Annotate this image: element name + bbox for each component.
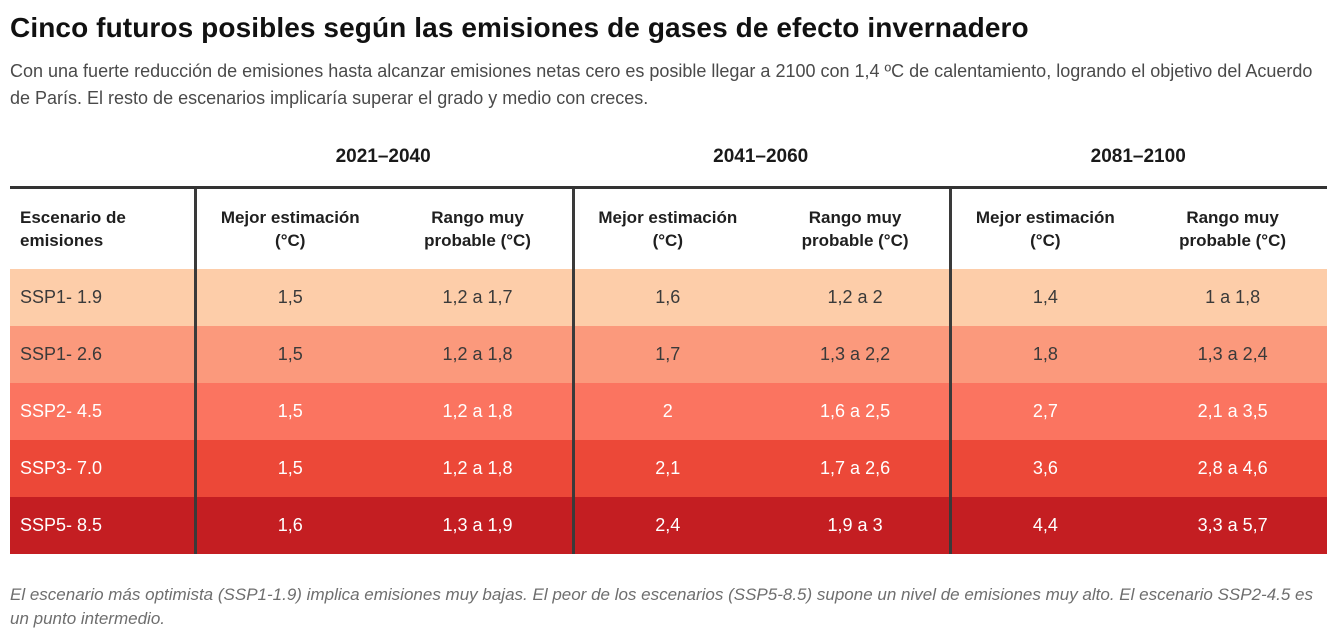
likely-range-value: 1 a 1,8 — [1205, 287, 1261, 307]
column-header-range-1: Rango muy probable (°C) — [424, 208, 531, 250]
best-estimate-value: 1,5 — [194, 326, 383, 383]
scenario-label: SSP2- 4.5 — [20, 401, 103, 421]
likely-range-value: 1,7 a 2,6 — [820, 458, 891, 478]
best-estimate-value: 1,5 — [194, 383, 383, 440]
best-estimate-value: 4,4 — [949, 497, 1138, 554]
column-header-best-3: Mejor estimación (°C) — [949, 189, 1138, 269]
likely-range-value: 1,3 a 2,4 — [1197, 344, 1268, 364]
table-row: SSP1- 2.6 1,5 1,2 a 1,8 1,7 1,3 a 2,2 1,8 1,3 … — [10, 326, 1327, 383]
best-estimate-value: 2,1 — [571, 440, 761, 497]
best-estimate-value: 2 — [571, 383, 761, 440]
column-header-best-2: Mejor estimación (°C) — [571, 189, 761, 269]
scenario-label: SSP1- 1.9 — [20, 287, 103, 307]
best-estimate-value: 1,5 — [194, 269, 383, 326]
footnote: El escenario más optimista (SSP1-1.9) im… — [10, 585, 1314, 628]
likely-range-value: 1,9 a 3 — [827, 515, 883, 535]
period-label-2081-2100: 2081–2100 — [1090, 146, 1186, 167]
likely-range-value: 3,3 a 5,7 — [1197, 515, 1268, 535]
best-estimate-value: 1,8 — [949, 326, 1138, 383]
best-estimate-value: 1,4 — [949, 269, 1138, 326]
likely-range-value: 1,2 a 1,8 — [442, 344, 513, 364]
likely-range-value: 1,2 a 1,7 — [442, 287, 513, 307]
table-row: SSP1- 1.9 1,5 1,2 a 1,7 1,6 1,2 a 2 1,4 1 a 1,… — [10, 269, 1327, 326]
table-body: SSP1- 1.9 1,5 1,2 a 1,7 1,6 1,2 a 2 1,4 1 a 1,… — [10, 269, 1327, 554]
best-estimate-value: 2,4 — [571, 497, 761, 554]
likely-range-value: 1,6 a 2,5 — [820, 401, 891, 421]
likely-range-value: 2,1 a 3,5 — [1197, 401, 1268, 421]
best-estimate-value: 1,6 — [571, 269, 761, 326]
scenario-label: SSP5- 8.5 — [20, 515, 103, 535]
column-header-range-3: Rango muy probable (°C) — [1179, 208, 1287, 250]
period-label-2021-2040: 2021–2040 — [335, 146, 431, 167]
best-estimate-value: 1,6 — [194, 497, 383, 554]
best-estimate-value: 1,5 — [194, 440, 383, 497]
likely-range-value: 1,3 a 1,9 — [442, 515, 513, 535]
column-header-scenario: Escenario de emisiones — [20, 208, 126, 250]
table-header-row: Escenario de emisiones Mejor estimación … — [10, 189, 1327, 269]
likely-range-value: 1,2 a 1,8 — [442, 458, 513, 478]
scenario-label: SSP3- 7.0 — [20, 458, 103, 478]
table-row: SSP5- 8.5 1,6 1,3 a 1,9 2,4 1,9 a 3 4,4 3,3 a … — [10, 497, 1327, 554]
likely-range-value: 1,2 a 1,8 — [442, 401, 513, 421]
period-header-row: 2021–2040 2041–2060 2081–2100 — [10, 143, 1327, 171]
likely-range-value: 2,8 a 4,6 — [1197, 458, 1268, 478]
subtitle: Con una fuerte reducción de emisiones ha… — [10, 61, 1313, 108]
scenarios-table: Escenario de emisiones Mejor estimación … — [10, 186, 1327, 554]
column-header-range-2: Rango muy probable (°C) — [801, 208, 909, 250]
period-label-2041-2060: 2041–2060 — [713, 146, 809, 167]
likely-range-value: 1,3 a 2,2 — [820, 344, 891, 364]
table-row: SSP3- 7.0 1,5 1,2 a 1,8 2,1 1,7 a 2,6 3,6 2,8 … — [10, 440, 1327, 497]
scenario-label: SSP1- 2.6 — [20, 344, 103, 364]
best-estimate-value: 2,7 — [949, 383, 1138, 440]
column-header-best-1: Mejor estimación (°C) — [194, 189, 383, 269]
best-estimate-value: 1,7 — [571, 326, 761, 383]
likely-range-value: 1,2 a 2 — [827, 287, 883, 307]
page-title: Cinco futuros posibles según las emision… — [10, 12, 1029, 43]
best-estimate-value: 3,6 — [949, 440, 1138, 497]
table-row: SSP2- 4.5 1,5 1,2 a 1,8 2 1,6 a 2,5 2,7 2,1 a … — [10, 383, 1327, 440]
